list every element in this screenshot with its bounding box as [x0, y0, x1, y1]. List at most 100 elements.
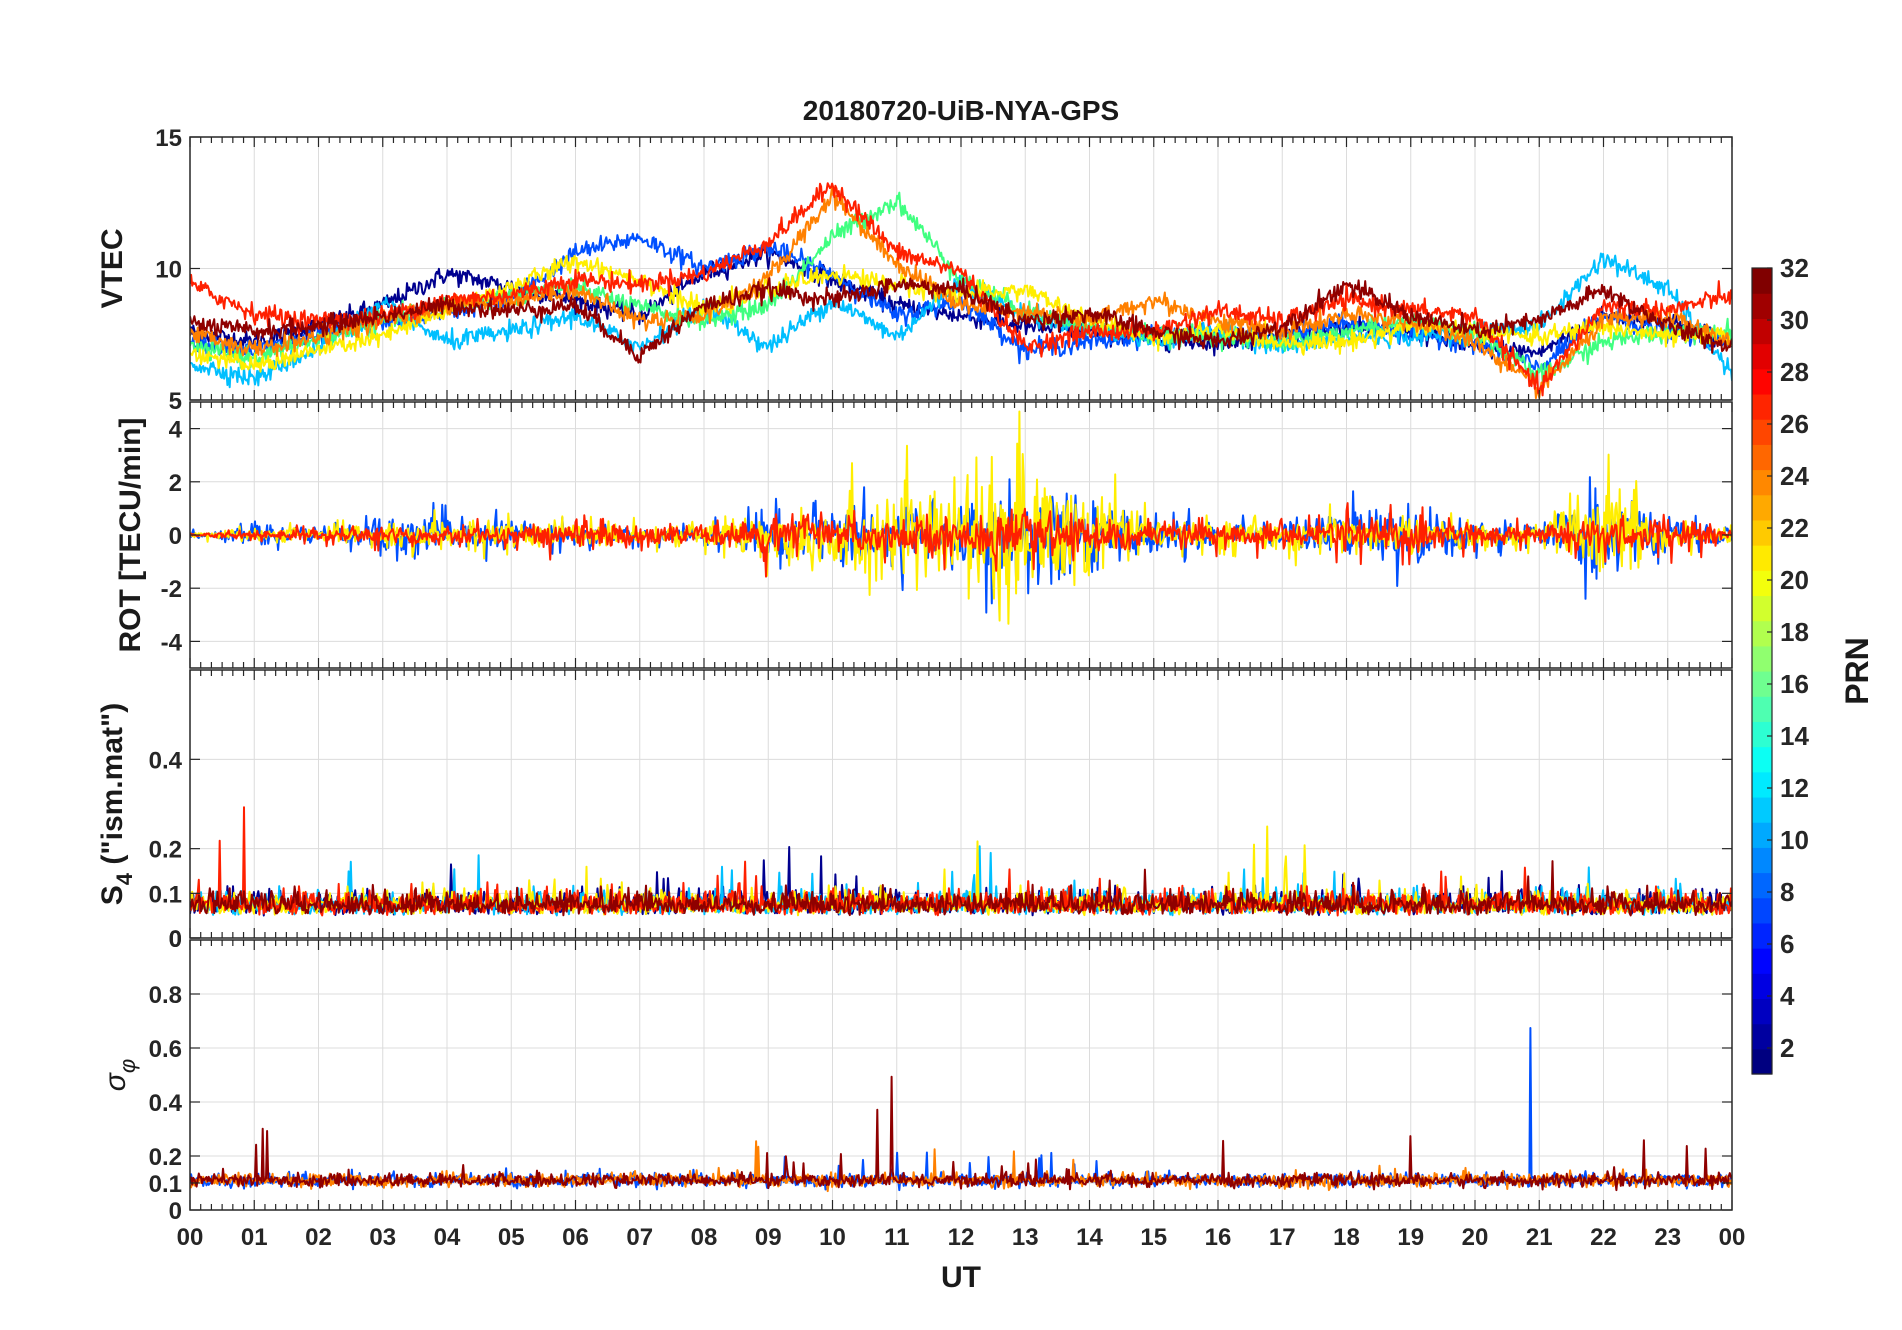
series-line-p1-8	[190, 277, 1732, 364]
colorbar-swatch	[1752, 822, 1772, 848]
colorbar-swatch	[1752, 393, 1772, 420]
series-line-p3-5	[190, 860, 1732, 917]
colorbar-swatch	[1752, 1048, 1772, 1075]
y-axis-label-main: σ	[99, 1071, 132, 1091]
colorbar-tick-label: 8	[1780, 877, 1794, 907]
xtick-label: 11	[884, 1224, 909, 1251]
colorbar-swatch	[1752, 922, 1772, 949]
xtick-label: 10	[819, 1224, 846, 1251]
colorbar-swatch	[1752, 268, 1772, 294]
chart-title: 20180720-UiB-NYA-GPS	[803, 95, 1119, 126]
ytick-label: 0	[169, 1198, 182, 1225]
colorbar-tick-label: 30	[1780, 305, 1809, 335]
y-axis-label: σφ	[99, 1059, 140, 1091]
colorbar-swatch	[1752, 847, 1772, 874]
ytick-label: -2	[161, 576, 182, 603]
colorbar-swatch	[1752, 444, 1772, 471]
series-line-p4-3	[190, 1075, 1732, 1192]
colorbar-tick-label: 24	[1780, 461, 1809, 491]
colorbar-tick-label: 16	[1780, 669, 1809, 699]
y-axis-label-main: S	[96, 885, 129, 905]
xtick-label: 23	[1654, 1224, 1681, 1251]
colorbar-swatch	[1752, 595, 1772, 622]
y-axis-label-sub: φ	[115, 1059, 140, 1073]
colorbar-tick-label: 20	[1780, 565, 1809, 595]
xtick-label: 19	[1397, 1224, 1424, 1251]
ytick-label: 0.1	[149, 881, 182, 908]
colorbar-swatch	[1752, 746, 1772, 773]
series-line-p2-3	[190, 502, 1732, 578]
y-axis-label-sub: 4	[112, 872, 137, 885]
colorbar-swatch	[1752, 948, 1772, 974]
ytick-label: 4	[169, 417, 183, 444]
ytick-label: 10	[155, 257, 182, 284]
xtick-label: 20	[1462, 1224, 1489, 1251]
colorbar-tick-label: 28	[1780, 357, 1809, 387]
colorbar-tick-label: 10	[1780, 825, 1809, 855]
colorbar-swatch	[1752, 872, 1772, 899]
xtick-label: 09	[755, 1224, 782, 1251]
xtick-label: 15	[1140, 1224, 1167, 1251]
panel-2: -4 -2 0 2 4 ROT [TECU/min]	[114, 401, 1733, 669]
colorbar-swatch	[1752, 545, 1772, 571]
colorbar-swatch	[1752, 469, 1772, 496]
colorbar-swatch	[1752, 519, 1772, 546]
y-axis-label: S4 ("ism.mat")	[96, 703, 137, 905]
ytick-label: 0	[169, 926, 182, 953]
xtick-label: 00	[177, 1224, 204, 1251]
ytick-label: 0	[169, 523, 182, 550]
colorbar-swatch	[1752, 494, 1772, 521]
colorbar-tick-label: 22	[1780, 513, 1809, 543]
colorbar-swatch	[1752, 419, 1772, 445]
colorbar-swatch	[1752, 796, 1772, 823]
ytick-label: -4	[161, 629, 183, 656]
ytick-label: 0	[169, 926, 182, 953]
xtick-label: 21	[1526, 1224, 1553, 1251]
colorbar-swatch	[1752, 293, 1772, 319]
ytick-label: 0.8	[149, 982, 182, 1009]
colorbar-swatch	[1752, 368, 1772, 395]
xtick-label: 02	[305, 1224, 332, 1251]
colorbar-swatch	[1752, 998, 1772, 1025]
colorbar-swatch	[1752, 1023, 1772, 1050]
colorbar-swatch	[1752, 318, 1772, 345]
y-axis-label: ROT [TECU/min]	[114, 418, 147, 653]
panel-4: 00.10.2 0.4 0.6 0.8 σφ	[99, 939, 1733, 1225]
xtick-label: 13	[1012, 1224, 1039, 1251]
xtick-label: 03	[369, 1224, 396, 1251]
colorbar-swatch	[1752, 721, 1772, 748]
colorbar-tick-label: 32	[1780, 253, 1809, 283]
xtick-label: 18	[1333, 1224, 1360, 1251]
colorbar-label: PRN	[1839, 637, 1875, 705]
x-axis-label: UT	[941, 1261, 981, 1294]
xtick-label: 06	[562, 1224, 589, 1251]
colorbar-tick-label: 14	[1780, 721, 1809, 751]
colorbar-swatch	[1752, 620, 1772, 647]
xtick-label: 01	[241, 1224, 268, 1251]
colorbar-swatch	[1752, 671, 1772, 697]
y-axis-label-rest: ("ism.mat")	[96, 703, 129, 873]
colorbar-swatch	[1752, 343, 1772, 370]
xtick-label: 22	[1590, 1224, 1617, 1251]
panel-1: 5 10 15 VTEC	[96, 125, 1733, 415]
ytick-label: 2	[169, 470, 182, 497]
series-line-p1-6	[190, 185, 1732, 400]
colorbar-tick-label: 2	[1780, 1033, 1794, 1063]
colorbar-tick-label: 18	[1780, 617, 1809, 647]
ytick-label: 0.4	[149, 1090, 183, 1117]
xtick-label: 00	[1719, 1224, 1746, 1251]
colorbar-swatch	[1752, 570, 1772, 597]
ytick-label: 5	[169, 388, 182, 415]
y-axis-label: VTEC	[96, 228, 129, 308]
ytick-label: 0.1	[149, 1171, 182, 1198]
colorbar-tick-label: 26	[1780, 409, 1809, 439]
ytick-label: 0.6	[149, 1036, 182, 1063]
ytick-label: 0.2	[149, 1144, 182, 1171]
colorbar-tick-label: 4	[1780, 981, 1795, 1011]
colorbar-swatch	[1752, 897, 1772, 924]
xtick-label: 04	[434, 1224, 461, 1251]
ytick-label: 0.2	[149, 837, 182, 864]
colorbar-swatch	[1752, 645, 1772, 672]
grid-panel-4	[190, 940, 1732, 1211]
